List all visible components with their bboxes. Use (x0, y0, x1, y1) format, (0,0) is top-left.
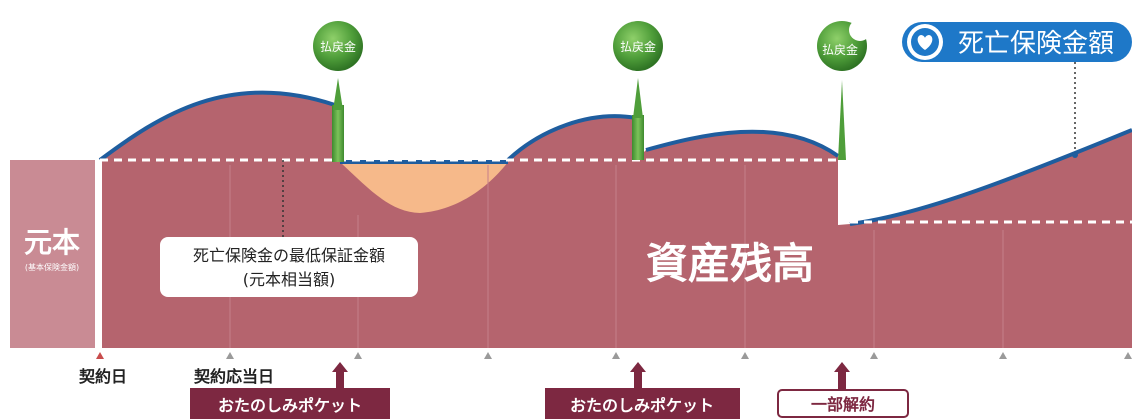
death-benefit-label: 死亡保険金額 (958, 29, 1114, 59)
asset-curve-line (849, 128, 1132, 226)
pocket-tag-label: おたのしみポケット (218, 396, 362, 415)
payout-badge (313, 21, 363, 71)
payout-badge-moon (849, 19, 871, 41)
callout-line-1: 死亡保険金の最低保証金額 (193, 246, 385, 265)
payout-badge-label: 払戻金 (320, 39, 356, 54)
heart-shield-icon (917, 35, 933, 50)
partial-cancel-tag: 一部解約 (777, 362, 909, 418)
contract-date-label: 契約日 (78, 367, 127, 386)
payout-badge (613, 21, 663, 71)
payout-marker-2: 払戻金 (613, 21, 663, 160)
payout-badge-label: 払戻金 (620, 39, 656, 54)
pocket-tag-2: おたのしみポケット (545, 362, 740, 419)
timeline-ticks (96, 352, 1132, 359)
callout-line-2: (元本相当額) (243, 270, 336, 289)
payout-marker-3: 払戻金 (817, 19, 871, 160)
death-benefit-badge: 死亡保険金額 (902, 22, 1132, 62)
principal-label: 元本 (24, 226, 80, 259)
guarantee-drop-line (840, 160, 1132, 224)
shortfall-area (340, 162, 508, 213)
payout-badge-label: 払戻金 (822, 42, 858, 57)
min-guarantee-callout: 死亡保険金の最低保証金額 (元本相当額) (160, 237, 418, 297)
partial-cancel-label: 一部解約 (811, 395, 875, 414)
principal-sublabel: (基本保険金額) (25, 262, 79, 272)
asset-curve-line (506, 114, 637, 162)
asset-curve-line (98, 90, 336, 162)
asset-balance-label: 資産残高 (646, 239, 814, 288)
payout-marker-1: 払戻金 (313, 21, 363, 162)
principal-box (10, 160, 95, 348)
death-benefit-point (1072, 152, 1078, 158)
pocket-tag-1: おたのしみポケット (190, 362, 390, 419)
pocket-tag-label: おたのしみポケット (570, 396, 714, 415)
anniversary-label: 契約応当日 (193, 367, 274, 386)
asset-curve-line (645, 129, 840, 158)
